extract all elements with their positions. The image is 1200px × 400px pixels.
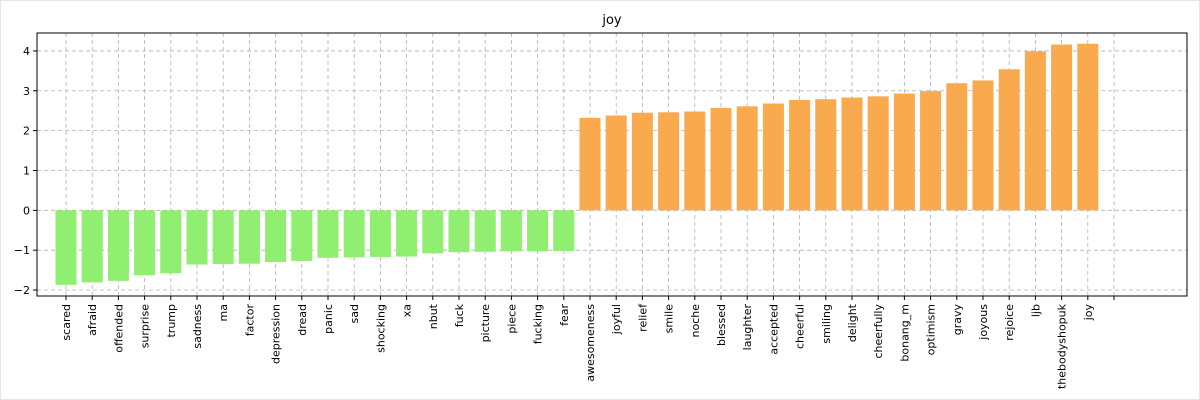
- x-tick-label: awesomeness: [584, 304, 597, 382]
- x-tick-label: offended: [112, 304, 125, 353]
- x-tick-label: gravy: [951, 304, 964, 336]
- plot-area-frame: [36, 32, 1188, 297]
- bar-scared: [55, 210, 77, 285]
- bar-joyous: [972, 80, 994, 211]
- x-tick-label: smiling: [820, 304, 833, 344]
- x-tick-label: fuck: [453, 303, 466, 327]
- x-tick-label: optimism: [925, 304, 938, 355]
- bar-fuck: [448, 210, 470, 253]
- x-tick-label: sadness: [191, 304, 204, 349]
- x-tick-label: sad: [348, 304, 361, 323]
- x-tick-label: rejoice: [1003, 304, 1016, 341]
- bar-offended: [107, 210, 129, 281]
- bar-surprise: [134, 210, 156, 276]
- axes: −2 −1 0 1 2 3 4 scared afraid offended surprise tru…: [14, 32, 1188, 389]
- bar-thebodyshopuk: [1051, 44, 1073, 211]
- x-tick-label: cheerfully: [872, 304, 885, 359]
- x-tick-label: piece: [505, 304, 518, 334]
- bar-sad: [343, 210, 365, 258]
- x-tick-label: afraid: [86, 304, 99, 336]
- x-tick-label: laughter: [741, 304, 754, 351]
- x-tick-label: shocking: [374, 304, 387, 353]
- bar-optimism: [920, 91, 942, 211]
- x-tick-label: delight: [846, 303, 859, 342]
- x-tick-label: fucking: [532, 304, 545, 344]
- bar-shocking: [369, 210, 391, 257]
- y-tick-label: 1: [23, 164, 30, 177]
- bar-gravy: [946, 83, 968, 211]
- bars: [55, 43, 1099, 285]
- bar-xa: [396, 210, 418, 257]
- bar-relief: [631, 112, 653, 211]
- x-tick-label: dread: [296, 304, 309, 336]
- bar-awesomeness: [579, 117, 601, 211]
- y-tick-label: 2: [23, 125, 30, 138]
- bar-smiling: [815, 99, 837, 211]
- x-tick-label: scared: [60, 304, 73, 341]
- x-tick-label: blessed: [715, 304, 728, 346]
- bar-accepted: [762, 103, 784, 211]
- x-tick-label: joyful: [610, 304, 623, 335]
- bar-laughter: [736, 106, 758, 211]
- x-tick-label: trump: [165, 304, 178, 338]
- x-tick-label: joy: [1082, 304, 1095, 322]
- x-tick-label: noche: [689, 304, 702, 338]
- bar-fear: [553, 210, 575, 251]
- x-tick-label: xa: [401, 304, 414, 317]
- bar-dread: [291, 210, 313, 261]
- bar-blessed: [710, 107, 732, 211]
- bar-bonang_m: [893, 93, 915, 211]
- bar-joy: [1077, 43, 1099, 211]
- bar-sadness: [186, 210, 208, 265]
- bar-factor: [238, 210, 260, 264]
- bar-delight: [841, 97, 863, 211]
- y-tick-label: 3: [23, 85, 30, 98]
- y-tick-label: −1: [14, 244, 30, 257]
- x-tick-label: picture: [479, 304, 492, 343]
- chart-title: joy: [601, 13, 622, 28]
- bar-picture: [474, 210, 496, 252]
- x-tick-label: bonang_m: [898, 304, 911, 362]
- x-tick-label: surprise: [139, 304, 152, 349]
- bar-panic: [317, 210, 339, 258]
- x-tick-label: thebodyshopuk: [1056, 303, 1069, 389]
- bar-rejoice: [998, 69, 1020, 211]
- bar-ljb: [1024, 51, 1046, 211]
- x-tick-label: factor: [243, 304, 256, 337]
- bar-joyful: [605, 115, 627, 211]
- bar-nbut: [422, 210, 444, 254]
- bar-piece: [500, 210, 522, 252]
- x-tick-label: nbut: [427, 303, 440, 329]
- x-tick-label: relief: [636, 303, 649, 332]
- x-tick-label: joyous: [977, 304, 990, 341]
- x-tick-label: accepted: [767, 304, 780, 355]
- x-tick-label: smile: [663, 304, 676, 334]
- x-tick-label: panic: [322, 304, 335, 334]
- y-tick-label: 4: [23, 45, 30, 58]
- bar-afraid: [81, 210, 103, 283]
- bar-cheerful: [789, 99, 811, 211]
- bar-noche: [684, 111, 706, 211]
- x-tick-label: ma: [217, 304, 230, 321]
- bar-smile: [658, 112, 680, 211]
- x-tick-label: ljb: [1029, 304, 1042, 317]
- bar-cheerfully: [867, 96, 889, 211]
- x-tick-label: depression: [270, 304, 283, 364]
- bar-trump: [160, 210, 182, 274]
- bar-fucking: [527, 210, 549, 252]
- y-tick-label: 0: [23, 204, 30, 217]
- x-tick-label: cheerful: [794, 304, 807, 349]
- y-tick-label: −2: [14, 284, 30, 297]
- bar-depression: [265, 210, 287, 263]
- x-tick-label: fear: [558, 304, 571, 326]
- bar-ma: [212, 210, 234, 265]
